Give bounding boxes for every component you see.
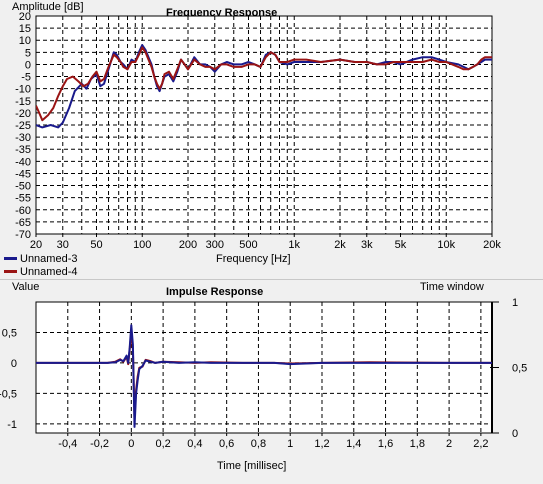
imp-xtick-label: 0,6 xyxy=(219,438,234,450)
freq-xtick-label: 200 xyxy=(179,239,197,251)
imp-ylabel: Value xyxy=(12,281,40,293)
imp-xtick-label: 1,8 xyxy=(410,438,425,450)
legend-swatch-unnamed-3 xyxy=(4,257,17,260)
freq-ytick-label: 10 xyxy=(19,35,31,47)
freq-ytick-label: 0 xyxy=(25,59,31,71)
freq-ytick-label: 5 xyxy=(25,47,31,59)
freq-ylabel: Amplitude [dB] xyxy=(12,1,84,13)
freq-ytick-label: -55 xyxy=(15,193,31,205)
imp-xtick-label: 2 xyxy=(446,438,452,450)
legend-item-unnamed-4[interactable]: Unnamed-4 xyxy=(4,265,77,278)
freq-xtick-label: 500 xyxy=(239,239,257,251)
imp-plot-area xyxy=(36,302,492,433)
imp-ytick-label: 0,5 xyxy=(2,327,17,339)
panel-divider xyxy=(0,279,543,280)
imp-xlabel: Time [millisec] xyxy=(217,460,287,472)
freq-ytick-label: -10 xyxy=(15,84,31,96)
imp-ytick-label: -1 xyxy=(7,419,17,431)
freq-ytick-label: -15 xyxy=(15,96,31,108)
imp-xtick-label: 0,8 xyxy=(251,438,266,450)
freq-xtick-label: 20 xyxy=(30,239,42,251)
freq-xtick-label: 20k xyxy=(483,239,501,251)
time-window-tick-label: 0 xyxy=(512,428,518,440)
freq-xlabel: Frequency [Hz] xyxy=(216,253,291,265)
time-window-label: Time window xyxy=(420,281,484,293)
freq-ytick-label: 15 xyxy=(19,23,31,35)
imp-xtick-label: 1,6 xyxy=(378,438,393,450)
legend-swatch-unnamed-4 xyxy=(4,270,17,273)
freq-ytick-label: -60 xyxy=(15,205,31,217)
freq-ytick-label: -65 xyxy=(15,217,31,229)
freq-ytick-label: -40 xyxy=(15,156,31,168)
legend-label-unnamed-3: Unnamed-3 xyxy=(20,252,78,265)
time-window-tick-label: 1 xyxy=(512,297,518,309)
legend-label-unnamed-4: Unnamed-4 xyxy=(20,265,78,278)
imp-xtick-label: 1,4 xyxy=(346,438,361,450)
imp-xtick-label: 1,2 xyxy=(314,438,329,450)
freq-xtick-label: 100 xyxy=(133,239,151,251)
freq-xtick-label: 1k xyxy=(288,239,300,251)
imp-ytick-label: -0,5 xyxy=(0,388,17,400)
freq-ytick-label: -35 xyxy=(15,144,31,156)
freq-xtick-label: 10k xyxy=(437,239,455,251)
imp-xtick-label: 1 xyxy=(287,438,293,450)
freq-xtick-label: 2k xyxy=(334,239,346,251)
freq-series-line-2 xyxy=(36,46,492,122)
imp-xtick-label: 2,2 xyxy=(473,438,488,450)
legend-item-unnamed-3[interactable]: Unnamed-3 xyxy=(4,252,77,265)
imp-xtick-label: 0,4 xyxy=(187,438,202,450)
imp-grid xyxy=(36,302,492,433)
freq-xtick-label: 30 xyxy=(57,239,69,251)
imp-xtick-label: 0,2 xyxy=(155,438,170,450)
imp-ytick-label: 0 xyxy=(11,358,17,370)
freq-ytick-label: -50 xyxy=(15,181,31,193)
freq-ytick-label: -20 xyxy=(15,108,31,120)
freq-ytick-label: -70 xyxy=(15,229,31,241)
imp-xtick-label: -0,4 xyxy=(58,438,77,450)
freq-ytick-label: -45 xyxy=(15,168,31,180)
freq-ytick-label: -5 xyxy=(21,72,31,84)
freq-xtick-label: 50 xyxy=(90,239,102,251)
freq-xtick-label: 5k xyxy=(395,239,407,251)
imp-title: Impulse Response xyxy=(166,286,264,298)
freq-ytick-label: 20 xyxy=(19,11,31,23)
imp-xtick-label: 0 xyxy=(128,438,134,450)
imp-series-line-1 xyxy=(36,324,492,428)
freq-xtick-label: 300 xyxy=(206,239,224,251)
freq-ytick-label: -30 xyxy=(15,132,31,144)
freq-ytick-label: -25 xyxy=(15,120,31,132)
time-window-tick-label: 0,5 xyxy=(512,363,527,375)
imp-xtick-label: -0,2 xyxy=(90,438,109,450)
freq-xtick-label: 3k xyxy=(361,239,373,251)
